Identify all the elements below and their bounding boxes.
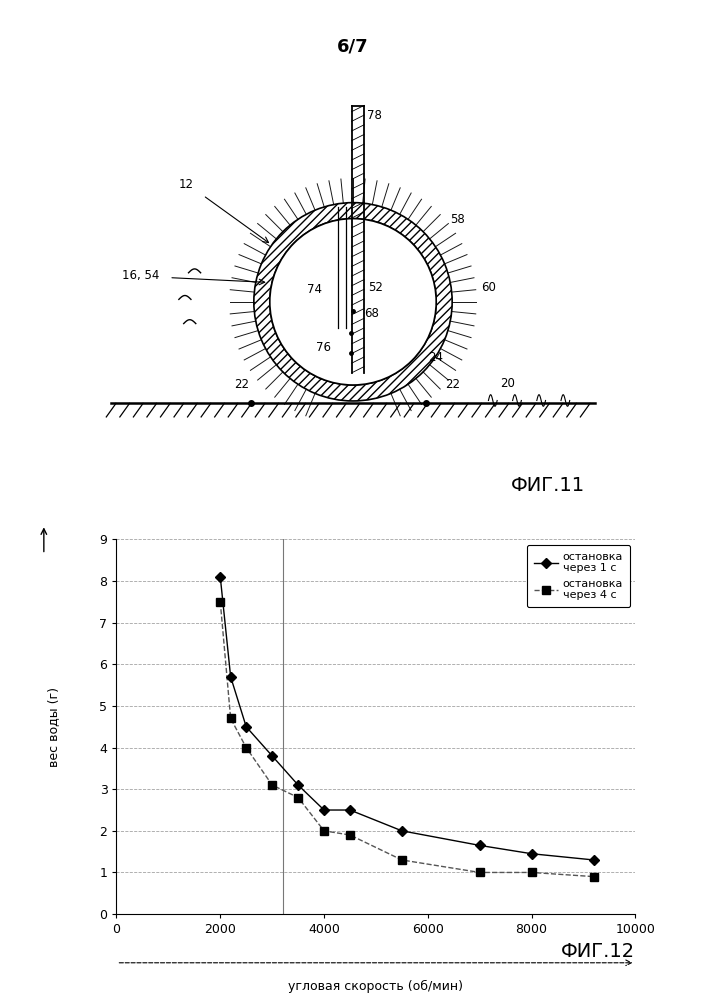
Text: 74: 74	[306, 283, 321, 297]
остановка
через 1 с	[268, 750, 277, 762]
остановка
через 1 с	[476, 839, 484, 851]
остановка
через 4 с	[242, 741, 251, 753]
остановка
через 1 с	[216, 571, 225, 583]
Text: 24: 24	[428, 351, 443, 364]
Text: ФИГ.11: ФИГ.11	[511, 477, 585, 496]
Legend: остановка
через 1 с, остановка
через 4 с: остановка через 1 с, остановка через 4 с	[527, 545, 630, 607]
остановка
через 4 с	[346, 829, 354, 841]
остановка
через 1 с	[527, 848, 536, 860]
остановка
через 1 с	[320, 804, 328, 816]
остановка
через 1 с	[397, 825, 406, 837]
Text: 68: 68	[364, 308, 378, 321]
остановка
через 1 с	[242, 721, 251, 733]
остановка
через 4 с	[590, 870, 598, 883]
Line: остановка
через 1 с: остановка через 1 с	[217, 573, 598, 864]
Y-axis label: вес воды (г): вес воды (г)	[47, 686, 61, 767]
Text: ФИГ.12: ФИГ.12	[561, 942, 635, 961]
остановка
через 4 с	[268, 779, 277, 791]
Text: угловая скорость (об/мин): угловая скорость (об/мин)	[289, 980, 463, 993]
остановка
через 1 с	[590, 854, 598, 866]
Text: 76: 76	[316, 342, 331, 355]
остановка
через 4 с	[216, 595, 225, 607]
Line: остановка
через 4 с: остановка через 4 с	[217, 598, 598, 880]
остановка
через 4 с	[476, 866, 484, 878]
Text: 16, 54: 16, 54	[122, 269, 160, 282]
остановка
через 1 с	[294, 779, 302, 791]
Text: 6/7: 6/7	[337, 38, 369, 56]
остановка
через 4 с	[527, 866, 536, 878]
остановка
через 1 с	[346, 804, 354, 816]
Wedge shape	[254, 203, 452, 401]
Circle shape	[270, 219, 436, 385]
остановка
через 1 с	[227, 671, 235, 683]
остановка
через 4 с	[227, 712, 235, 724]
Text: 12: 12	[179, 178, 193, 191]
остановка
через 4 с	[397, 854, 406, 866]
Text: 60: 60	[481, 281, 496, 294]
Wedge shape	[254, 203, 452, 401]
Text: 52: 52	[368, 281, 383, 294]
Text: 78: 78	[366, 109, 381, 122]
остановка
через 4 с	[320, 825, 328, 837]
Text: 58: 58	[450, 213, 465, 226]
Text: 20: 20	[501, 377, 515, 390]
Text: 22: 22	[445, 379, 460, 392]
Text: 22: 22	[234, 379, 249, 392]
остановка
через 4 с	[294, 791, 302, 803]
